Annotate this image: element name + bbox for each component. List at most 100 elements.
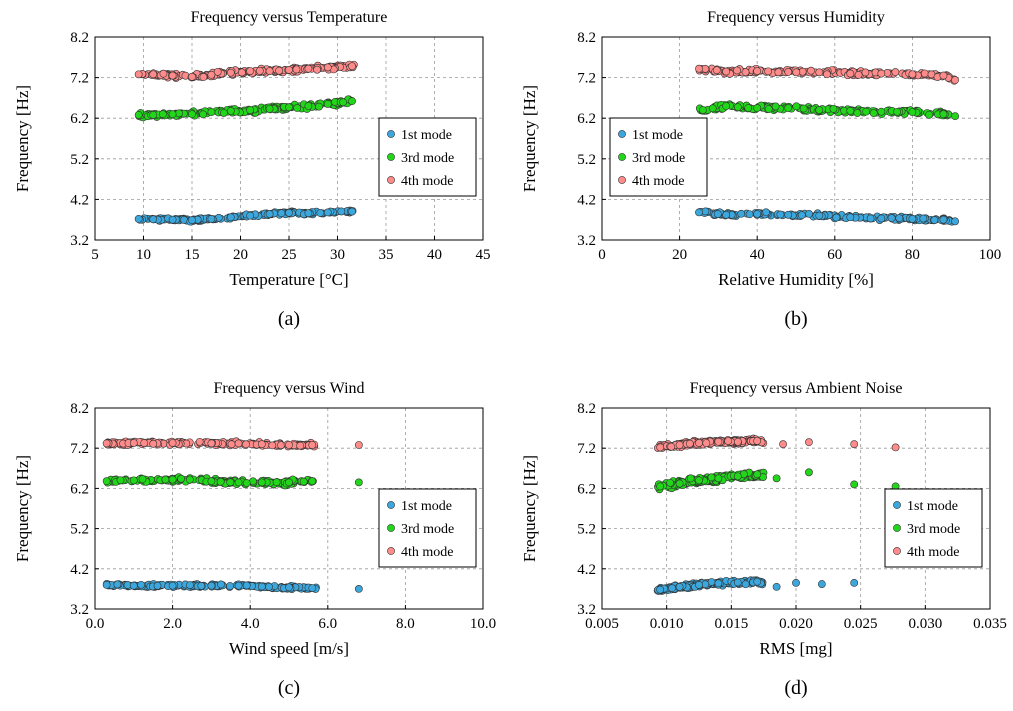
data-point: [850, 578, 859, 587]
data-point: [805, 210, 813, 218]
data-point: [237, 68, 246, 77]
data-point: [666, 478, 675, 487]
data-point: [862, 107, 871, 116]
data-point: [323, 100, 332, 108]
data-point: [199, 73, 208, 81]
legend-marker: [893, 524, 901, 532]
data-point: [265, 582, 273, 591]
data-point: [722, 210, 731, 219]
data-point: [226, 68, 235, 77]
x-tick-label: 5: [91, 247, 99, 263]
data-point: [908, 108, 917, 117]
x-tick-label: 60: [827, 247, 842, 263]
data-point: [701, 207, 710, 216]
x-tick-label: 0.0: [86, 616, 105, 632]
data-point: [138, 475, 147, 484]
data-point: [268, 441, 277, 450]
legend-label: 4th mode: [401, 545, 454, 560]
data-point: [265, 67, 274, 76]
data-point: [299, 477, 308, 486]
series-1st-mode: [134, 206, 357, 226]
data-point: [134, 111, 143, 119]
data-point: [741, 68, 750, 77]
chart-title: Frequency versus Temperature: [191, 9, 388, 26]
data-point: [185, 475, 194, 484]
data-point: [779, 440, 787, 449]
y-tick-label: 6.2: [577, 111, 596, 127]
data-point: [186, 581, 194, 589]
data-point: [304, 64, 313, 73]
data-point: [951, 112, 959, 121]
data-point: [702, 439, 711, 448]
data-point: [257, 440, 266, 449]
data-point: [285, 583, 293, 592]
data-point: [308, 584, 317, 592]
x-tick-label: 0.015: [714, 616, 748, 632]
data-point: [197, 581, 206, 590]
x-tick-label: 0.025: [844, 616, 878, 632]
data-point: [951, 76, 959, 84]
legend-marker: [618, 153, 626, 161]
data-point: [925, 110, 933, 119]
data-point: [707, 473, 716, 482]
data-point: [234, 478, 243, 487]
y-tick-label: 6.2: [70, 481, 89, 497]
data-point: [285, 441, 293, 449]
data-point: [774, 68, 783, 77]
data-point: [226, 478, 235, 487]
data-point: [799, 104, 808, 113]
data-point: [140, 439, 149, 447]
data-point: [695, 64, 703, 73]
chart-title: Frequency versus Wind: [213, 380, 364, 397]
data-point: [714, 579, 723, 588]
legend-label: 3rd mode: [401, 151, 454, 166]
data-point: [737, 209, 746, 218]
x-tick-label: 0.005: [585, 616, 619, 632]
data-point: [168, 475, 177, 484]
x-tick-label: 8.0: [396, 616, 415, 632]
x-axis-label: RMS [mg]: [759, 639, 832, 658]
data-point: [168, 110, 177, 119]
data-point: [153, 581, 162, 590]
data-point: [656, 585, 665, 594]
legend-label: 1st mode: [632, 128, 683, 143]
data-point: [893, 107, 902, 116]
data-point: [339, 98, 347, 107]
data-point: [675, 479, 684, 488]
data-point: [219, 109, 228, 117]
data-point: [685, 439, 694, 448]
data-point: [823, 70, 831, 79]
y-tick-label: 3.2: [70, 602, 89, 618]
data-point: [745, 210, 754, 219]
data-point: [698, 106, 707, 114]
data-point: [285, 103, 293, 112]
data-point: [255, 66, 264, 75]
data-point: [656, 482, 665, 491]
panel-label: (b): [784, 308, 807, 330]
legend-box: [884, 488, 983, 568]
data-point: [207, 439, 216, 448]
x-axis-label: Relative Humidity [%]: [718, 270, 874, 289]
data-point: [246, 211, 255, 220]
data-point: [686, 474, 695, 483]
data-point: [257, 478, 266, 487]
data-point: [877, 69, 886, 78]
chart-title: Frequency versus Ambient Noise: [690, 380, 903, 397]
data-point: [764, 67, 773, 76]
data-point: [846, 106, 855, 115]
data-point: [168, 439, 177, 447]
y-tick-label: 5.2: [70, 522, 89, 538]
data-point: [134, 70, 143, 79]
legend-marker: [618, 130, 626, 138]
legend-marker: [618, 176, 626, 184]
x-tick-label: 10.0: [470, 616, 496, 632]
data-point: [216, 477, 225, 486]
data-point: [951, 217, 959, 226]
data-point: [234, 439, 243, 448]
legend-label: 4th mode: [907, 545, 960, 560]
panel-label: (a): [278, 308, 300, 330]
data-point: [149, 111, 158, 119]
data-point: [285, 478, 293, 487]
legend-marker: [893, 547, 901, 555]
data-point: [741, 580, 750, 589]
